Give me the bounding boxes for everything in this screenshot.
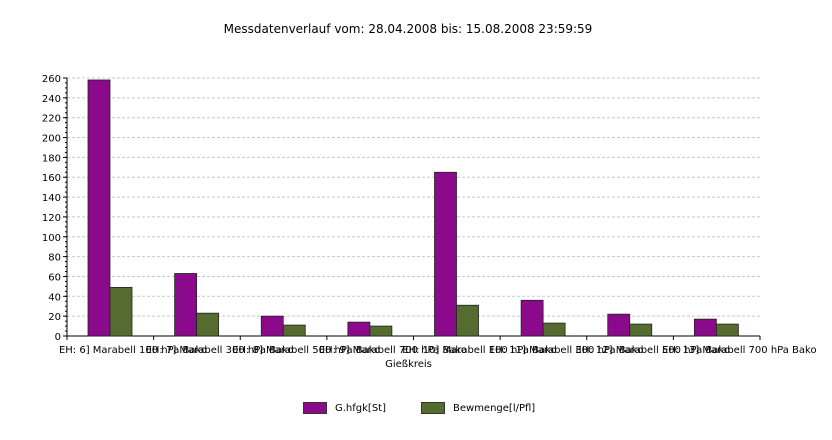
x-axis-label: Gießkreis: [385, 359, 432, 370]
y-tick-label: 140: [42, 193, 61, 204]
bar-series-2: [629, 323, 653, 337]
y-tick-label: 260: [42, 74, 61, 85]
legend-item-series-1: G.hfgk[St]: [303, 402, 386, 414]
x-tick-label: EH: 13] Marabell 700 hPa Bako: [662, 345, 816, 356]
legend-swatch-series-2: [421, 402, 445, 414]
bar-series-2: [369, 325, 393, 337]
x-tick-label: EH: 9] Marabell 700 hPa Bako: [319, 345, 467, 356]
x-tick-label: EH: 11] Marabell 300 hPa Bako: [489, 345, 643, 356]
x-tick-label: EH: 8] Marabell 500 hPa Bako: [232, 345, 380, 356]
bar-series-1: [607, 313, 631, 337]
bar-series-2: [196, 312, 220, 337]
y-tick-label: 160: [42, 173, 61, 184]
y-tick-label: 100: [42, 233, 61, 244]
bar-series-1: [87, 79, 111, 337]
y-tick-label: 80: [48, 253, 61, 264]
x-tick-label: EH: 10] Marabell 100 hPa Bako: [402, 345, 556, 356]
y-tick-label: 60: [48, 272, 61, 283]
bar-series-1: [434, 171, 457, 337]
y-tick-label: 40: [48, 292, 61, 303]
bar-series-1: [347, 321, 371, 337]
legend-label-series-2: Bewmenge[l/Pfl]: [453, 402, 536, 414]
x-tick-label: EH: 6] Marabell 100 hPa Bako: [59, 345, 207, 356]
x-tick-label: EH: 7] Marabell 300 hPa Bako: [146, 345, 294, 356]
bar-series-2: [715, 323, 739, 337]
y-tick-label: 180: [42, 153, 61, 164]
bar-series-2: [282, 324, 306, 337]
x-tick-label: EH: 12] Marabell 500 hPa Bako: [576, 345, 730, 356]
legend-swatch-series-1: [303, 402, 327, 414]
y-tick-label: 120: [42, 213, 61, 224]
bar-series-1: [260, 315, 284, 337]
bar-chart: 0 20 40 60 80 100 120 140 160 180 200 220 240 260 EH: …: [42, 74, 817, 370]
legend: G.hfgk[St] Bewmenge[l/Pfl]: [0, 402, 832, 422]
y-tick-label: 200: [42, 134, 61, 145]
legend-item-series-2: Bewmenge[l/Pfl]: [421, 402, 535, 414]
y-tick-label: 0: [55, 332, 61, 343]
bar-series-2: [109, 286, 133, 337]
bar-series-2: [542, 322, 566, 337]
chart-title: Messdatenverlauf vom: 28.04.2008 bis: 15…: [223, 22, 593, 36]
y-tick-label: 240: [42, 94, 61, 105]
y-tick-label: 20: [48, 312, 61, 323]
bar-series-1: [693, 318, 717, 337]
y-tick-label: 220: [42, 114, 61, 125]
bar-series-1: [174, 273, 198, 337]
bar-series-2: [456, 304, 479, 337]
legend-label-series-1: G.hfgk[St]: [335, 402, 386, 414]
bar-series-1: [520, 299, 544, 337]
